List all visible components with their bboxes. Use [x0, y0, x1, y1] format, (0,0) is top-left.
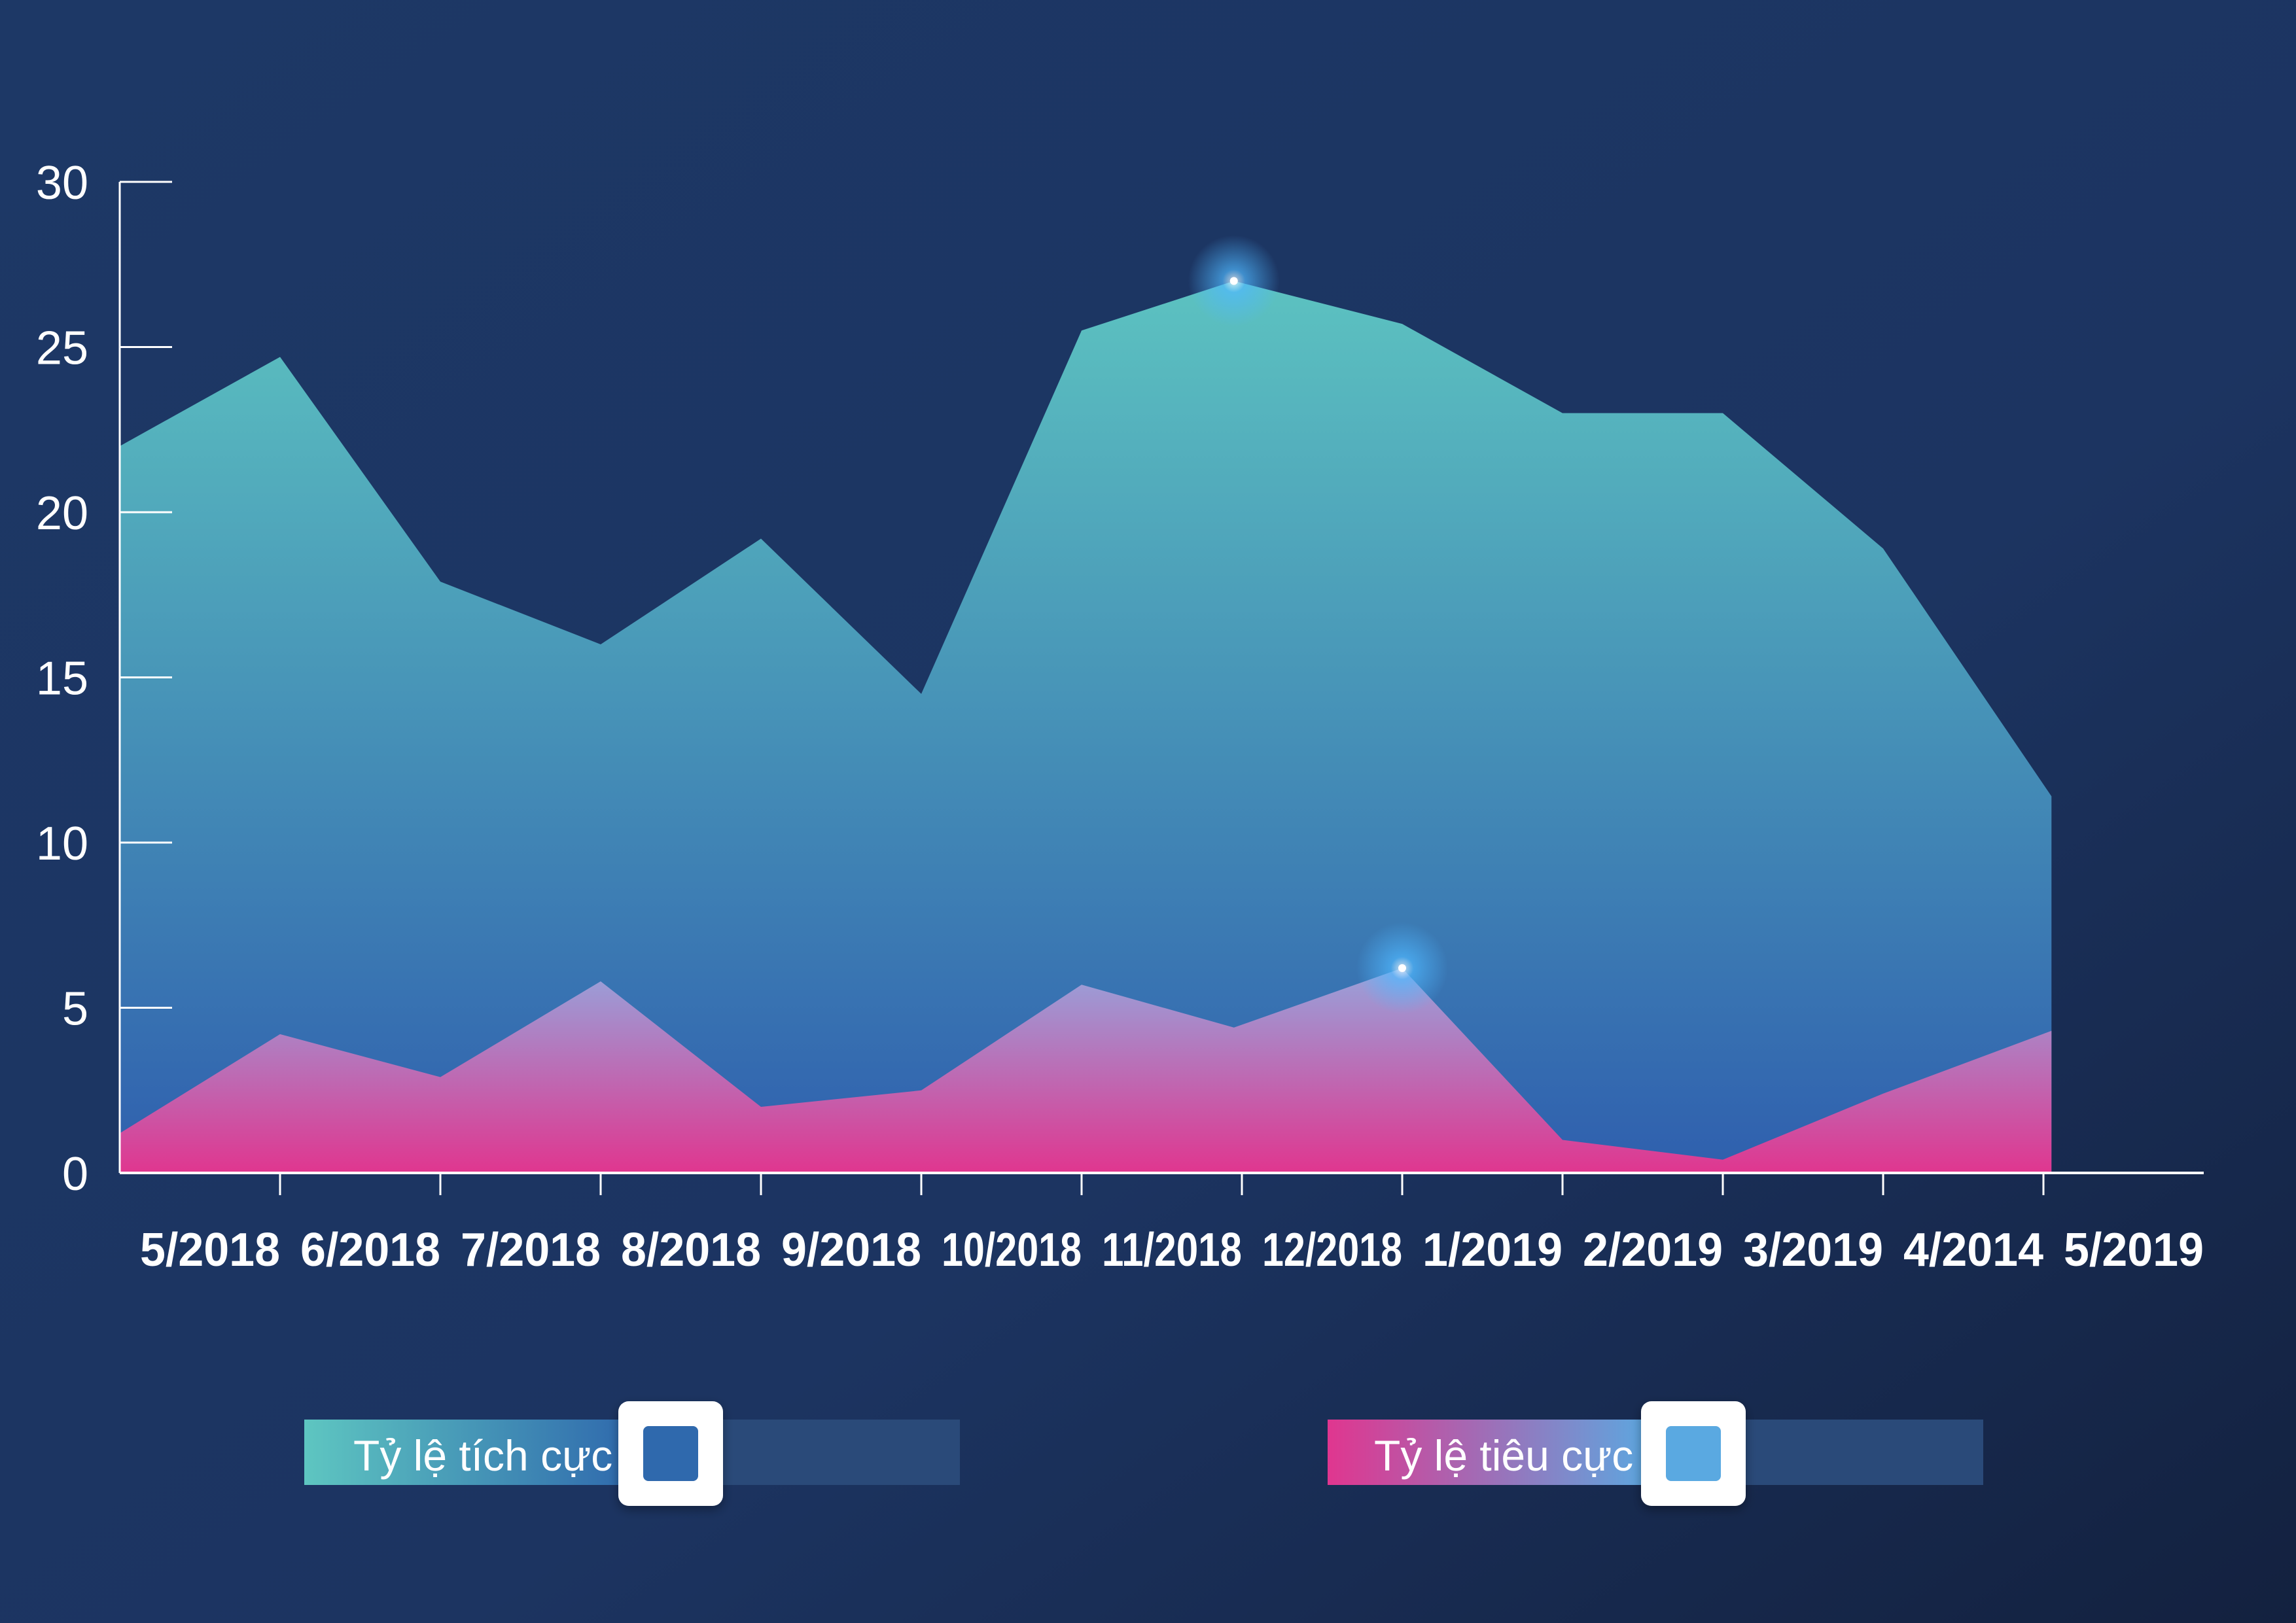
x-tick-label: 5/2018	[140, 1224, 280, 1276]
x-tick-label: 5/2019	[2064, 1224, 2204, 1276]
y-tick-label: 15	[36, 653, 88, 705]
y-tick-label: 30	[36, 157, 88, 209]
x-tick-label: 11/2018	[1102, 1224, 1242, 1276]
legend-swatch	[1666, 1426, 1721, 1481]
x-tick-label: 6/2018	[300, 1224, 440, 1276]
y-tick-label: 0	[62, 1148, 88, 1200]
x-tick-label: 12/2018	[1262, 1224, 1402, 1276]
legend-gradient-bar	[304, 1420, 631, 1485]
y-tick-label: 10	[36, 818, 88, 870]
legend-swatch	[643, 1426, 698, 1481]
x-tick-label: 9/2018	[781, 1224, 921, 1276]
x-tick-label: 1/2019	[1422, 1224, 1563, 1276]
x-tick-label: 4/2014	[1903, 1224, 2043, 1276]
highlight-dot-1	[1398, 964, 1406, 972]
x-tick-label: 8/2018	[621, 1224, 761, 1276]
series-area-negative	[120, 968, 2052, 1173]
legend-label: Tỷ lệ tích cực	[353, 1431, 612, 1480]
y-tick-label: 5	[62, 983, 88, 1036]
y-tick-label: 20	[36, 487, 88, 540]
series-area-positive	[120, 281, 2052, 1173]
legend-item-negative: Tỷ lệ tiêu cực	[1328, 1401, 1983, 1506]
legend-label: Tỷ lệ tiêu cực	[1374, 1431, 1633, 1480]
y-tick-label: 25	[36, 323, 88, 375]
x-tick-label: 3/2019	[1743, 1224, 1883, 1276]
x-tick-label: 7/2018	[461, 1224, 601, 1276]
x-tick-label: 2/2019	[1583, 1224, 1723, 1276]
legend-item-positive: Tỷ lệ tích cực	[304, 1401, 960, 1506]
highlight-dot-0	[1229, 277, 1238, 285]
x-tick-label: 10/2018	[942, 1224, 1082, 1276]
legend-gradient-bar	[1328, 1420, 1654, 1485]
